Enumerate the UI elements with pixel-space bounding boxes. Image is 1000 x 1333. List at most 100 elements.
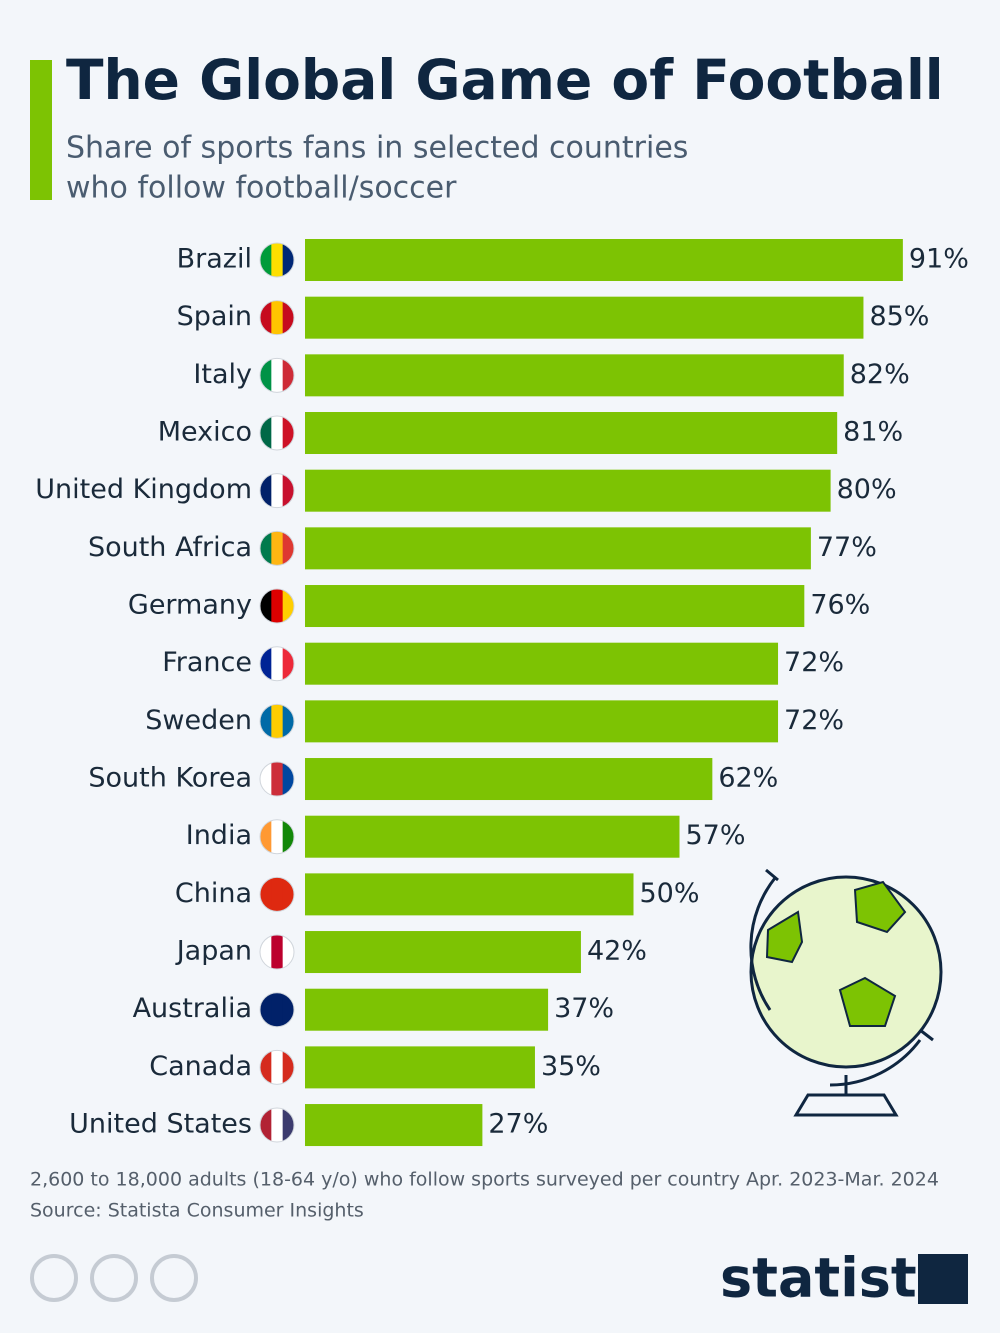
- flag-stripe: [260, 589, 272, 624]
- category-label: Brazil: [177, 244, 252, 275]
- bar: [305, 815, 680, 858]
- flag-stripe: [282, 762, 294, 797]
- title-accent: [30, 60, 52, 200]
- flag-border: [259, 300, 295, 336]
- value-label: 50%: [640, 878, 700, 909]
- brand-logo: statista: [720, 1247, 953, 1310]
- flag-stripe: [282, 877, 294, 912]
- bar: [305, 988, 549, 1031]
- flag: [260, 646, 294, 681]
- value-label: 37%: [554, 993, 614, 1024]
- flag: [260, 589, 294, 624]
- flag-stripe: [282, 531, 294, 566]
- value-label: 57%: [685, 820, 745, 851]
- flag-stripe: [260, 646, 272, 681]
- flag: [260, 762, 294, 797]
- flag-stripe: [282, 819, 294, 854]
- flag-stripe: [271, 589, 284, 624]
- flag-border: [259, 357, 295, 393]
- note: 2,600 to 18,000 adults (18-64 y/o) who f…: [30, 1169, 939, 1191]
- flag-stripe: [282, 646, 294, 681]
- category-label: Sweden: [145, 705, 252, 736]
- flag-stripe: [260, 762, 272, 797]
- flag: [260, 473, 294, 508]
- flag-stripe: [260, 473, 272, 508]
- flag-stripe: [271, 358, 284, 393]
- category-label: United States: [69, 1109, 252, 1140]
- category-label: Germany: [128, 590, 252, 621]
- bar: [305, 239, 903, 281]
- flag: [260, 935, 294, 970]
- flag-stripe: [260, 819, 272, 854]
- flag-stripe: [260, 877, 272, 912]
- value-label: 81%: [843, 417, 903, 448]
- globe-illustration: [749, 868, 943, 1117]
- bar: [305, 700, 779, 743]
- flag-stripe: [271, 762, 284, 797]
- category-label: Canada: [149, 1051, 252, 1082]
- flag-stripe: [271, 819, 284, 854]
- flag-stripe: [282, 992, 294, 1027]
- flag-stripe: [271, 877, 284, 912]
- flag: [260, 358, 294, 393]
- flag: [260, 877, 294, 912]
- flag-stripe: [260, 704, 272, 739]
- flag-stripe: [282, 704, 294, 739]
- flag-stripe: [271, 1050, 284, 1085]
- bar: [305, 296, 864, 339]
- bar: [305, 642, 779, 685]
- flag: [260, 1050, 294, 1085]
- bar: [305, 758, 713, 801]
- value-label: 85%: [869, 301, 929, 332]
- category-label: United Kingdom: [35, 474, 252, 505]
- value-label: 91%: [909, 244, 969, 275]
- flag-stripe: [260, 300, 272, 335]
- flag: [260, 819, 294, 854]
- value-label: 42%: [587, 936, 647, 967]
- flag: [260, 531, 294, 566]
- bar: [305, 873, 634, 916]
- category-label: Italy: [193, 359, 252, 390]
- license-icons: [30, 1254, 198, 1302]
- value-label: 76%: [810, 590, 870, 621]
- category-label: Spain: [177, 301, 252, 332]
- bar: [305, 412, 838, 455]
- flag-border: [259, 588, 295, 624]
- flag-stripe: [260, 935, 272, 970]
- category-label: South Korea: [88, 763, 252, 794]
- flag-stripe: [282, 358, 294, 393]
- flag-border: [259, 703, 295, 739]
- value-label: 35%: [541, 1051, 601, 1082]
- value-label: 62%: [718, 763, 778, 794]
- flag: [260, 704, 294, 739]
- flag-stripe: [282, 300, 294, 335]
- flag-stripe: [282, 416, 294, 451]
- value-label: 77%: [817, 532, 877, 563]
- flag-border: [259, 530, 295, 566]
- flag-border: [259, 415, 295, 451]
- flag-border: [259, 242, 295, 278]
- category-label: South Africa: [88, 532, 252, 563]
- bar: [305, 1104, 483, 1147]
- flag-stripe: [271, 300, 284, 335]
- category-label: Mexico: [158, 417, 252, 448]
- category-label: Japan: [175, 936, 252, 967]
- flag-border: [259, 1049, 295, 1085]
- flag-stripe: [260, 992, 272, 1027]
- flag-stripe: [282, 589, 294, 624]
- flag: [260, 1108, 294, 1143]
- flag-border: [259, 761, 295, 797]
- category-label: France: [162, 647, 252, 678]
- flag-stripe: [282, 1050, 294, 1085]
- flag-stripe: [271, 935, 284, 970]
- flag-border: [259, 992, 295, 1028]
- value-label: 27%: [488, 1109, 548, 1140]
- flag-stripe: [271, 243, 284, 277]
- flag-stripe: [282, 1108, 294, 1143]
- category-label: Australia: [133, 993, 252, 1024]
- flag-stripe: [260, 531, 272, 566]
- flag-stripe: [271, 416, 284, 451]
- flag-border: [259, 646, 295, 682]
- bar: [305, 354, 844, 397]
